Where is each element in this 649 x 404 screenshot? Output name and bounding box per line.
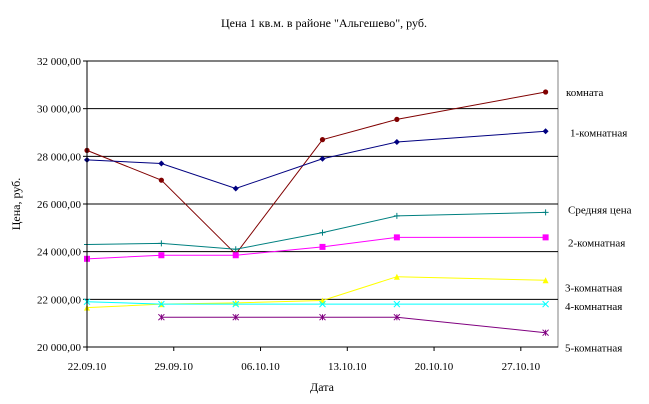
- data-point: [319, 243, 326, 250]
- series-line: [86, 301, 546, 305]
- data-point: [319, 313, 326, 321]
- data-point: [542, 300, 549, 308]
- data-point: [319, 137, 326, 143]
- y-tick-label: 32 000,00: [37, 56, 82, 68]
- data-point: [393, 234, 400, 241]
- series-label: Средняя цена: [568, 204, 632, 216]
- series-2: [84, 128, 549, 192]
- series-group: [83, 89, 549, 337]
- series-7: [158, 313, 549, 337]
- data-point: [319, 155, 326, 162]
- data-point: [542, 234, 549, 241]
- y-tick-label: 24 000,00: [37, 247, 82, 259]
- y-tick-label: 30 000,00: [37, 104, 82, 116]
- data-point: [232, 246, 239, 253]
- series-line: [86, 236, 546, 260]
- series-line: [86, 91, 546, 255]
- series-label: 2-комнатная: [568, 237, 625, 249]
- series-label: 3-комнатная: [565, 282, 622, 294]
- data-point: [393, 212, 400, 219]
- series-label: 5-комнатная: [565, 343, 622, 355]
- x-tick-label: 22.09.10: [68, 361, 107, 373]
- x-axis-label: Дата: [310, 380, 335, 394]
- data-point: [319, 300, 326, 308]
- data-point: [393, 300, 401, 308]
- data-point: [542, 209, 549, 216]
- data-point: [394, 116, 400, 122]
- data-point: [158, 313, 165, 321]
- x-tick-label: 13.10.10: [328, 361, 367, 373]
- x-tick-label: 27.10.10: [502, 361, 541, 373]
- data-point: [543, 89, 549, 95]
- data-point: [158, 300, 165, 308]
- series-label: комната: [566, 87, 603, 99]
- data-point: [319, 229, 326, 236]
- data-point: [232, 300, 240, 308]
- y-axis-ticks: 20 000,00 22 000,00 24 000,00 26 000,00 28 0…: [37, 56, 87, 354]
- series-labels: комната 1-комнатная Средняя цена 2-комнатна…: [565, 87, 632, 355]
- y-tick-label: 26 000,00: [37, 199, 82, 211]
- x-tick-label: 29.09.10: [155, 361, 194, 373]
- data-point: [232, 252, 239, 259]
- x-tick-label: 06.10.10: [241, 361, 280, 373]
- data-point: [158, 240, 165, 247]
- chart-title: Цена 1 кв.м. в районе "Альгешево", руб.: [221, 16, 427, 30]
- data-point: [393, 139, 400, 146]
- data-point: [542, 128, 549, 135]
- series-line: [86, 276, 546, 309]
- data-point: [542, 329, 549, 337]
- x-axis-ticks: 22.09.10 29.09.10 06.10.10 13.10.10 20.10.10…: [68, 347, 541, 373]
- data-point: [393, 273, 400, 280]
- gridlines: [87, 60, 558, 300]
- series-label: 4-комнатная: [565, 301, 622, 313]
- data-point: [542, 277, 549, 284]
- data-point: [232, 313, 240, 321]
- y-tick-label: 28 000,00: [37, 151, 82, 163]
- y-axis-label: Цена, руб.: [9, 178, 23, 231]
- series-label: 1-комнатная: [570, 127, 627, 139]
- series-6: [83, 298, 549, 308]
- series-line: [86, 211, 546, 250]
- data-point: [393, 313, 401, 321]
- y-tick-label: 22 000,00: [37, 294, 82, 306]
- series-line: [86, 130, 546, 190]
- data-point: [158, 252, 165, 259]
- x-tick-label: 20.10.10: [415, 361, 454, 373]
- y-tick-label: 20 000,00: [37, 342, 82, 354]
- data-point: [158, 177, 164, 183]
- data-point: [158, 160, 165, 167]
- data-point: [232, 185, 239, 192]
